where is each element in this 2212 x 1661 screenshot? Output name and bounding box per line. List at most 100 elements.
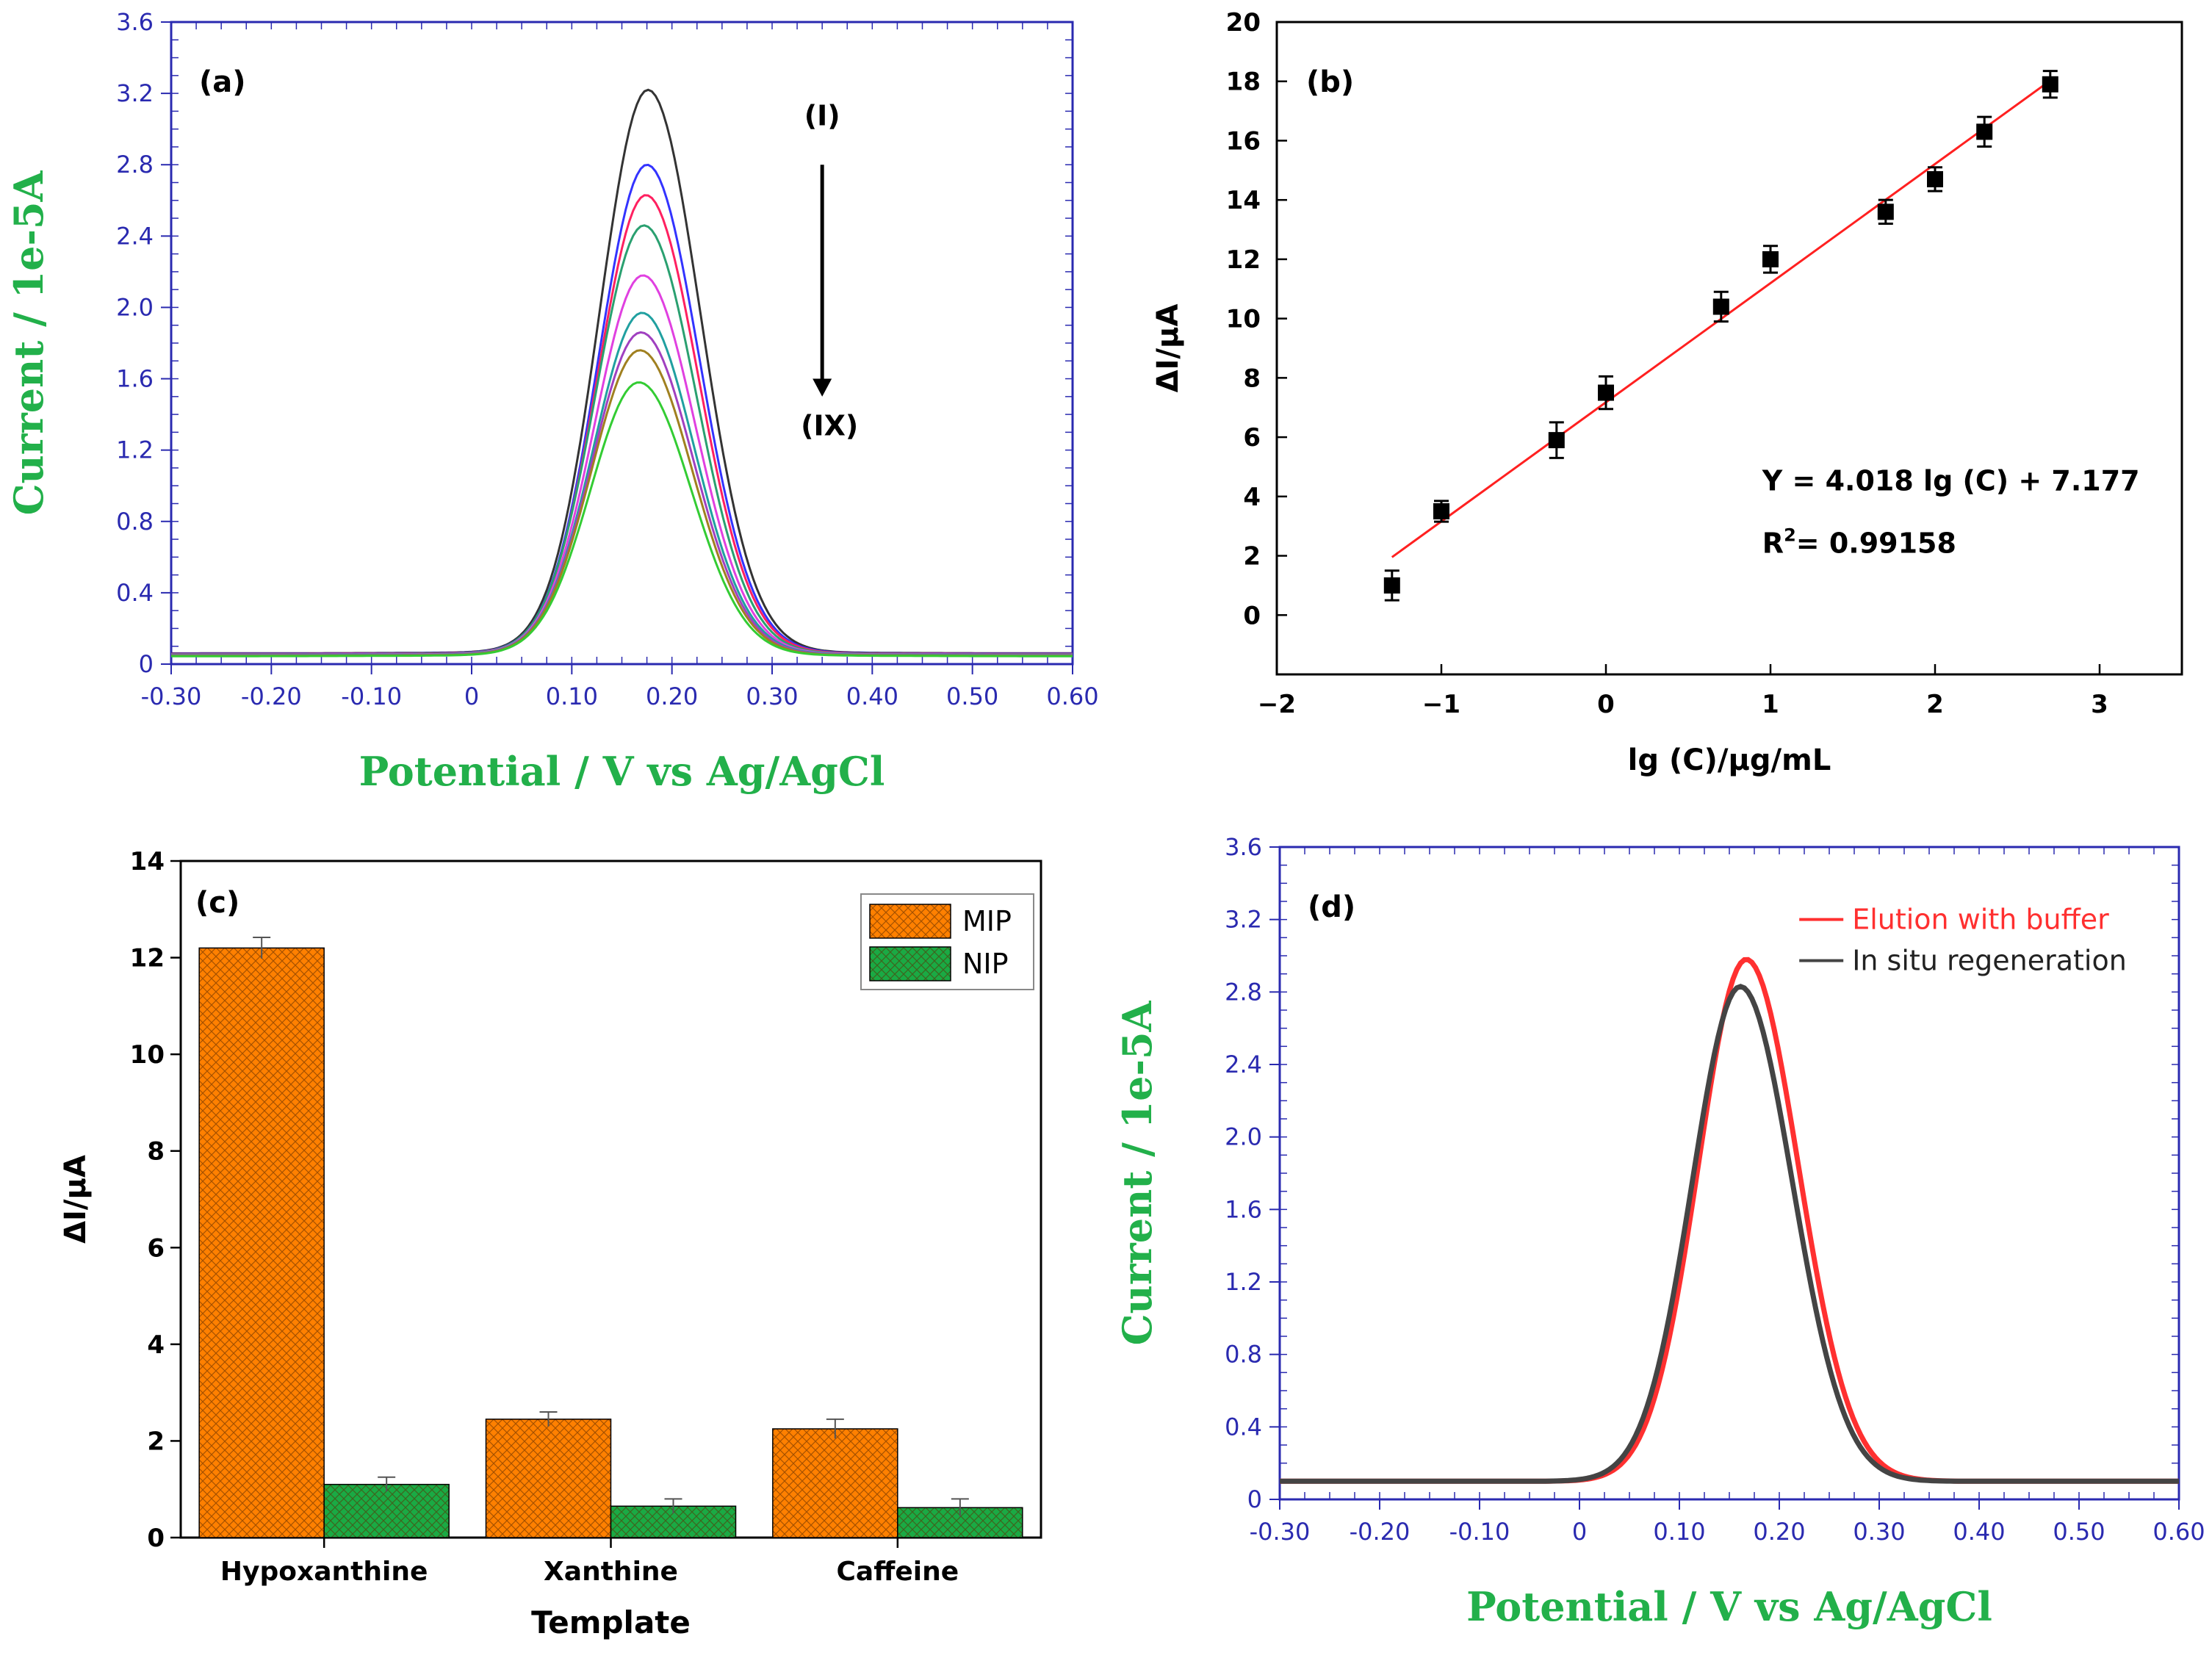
- y-tick-label: 2: [1243, 542, 1261, 572]
- x-tick-label: 0.60: [1046, 682, 1098, 710]
- x-tick-label: 0.30: [746, 682, 798, 710]
- legend-swatch-nip: [869, 946, 951, 981]
- annotation-top: (I): [804, 100, 840, 132]
- series-line-ii: [171, 163, 1073, 655]
- series-line-vii: [171, 331, 1073, 657]
- x-tick-label: 0.40: [846, 682, 898, 710]
- y-tick-label: 12: [1226, 245, 1261, 275]
- r2-prefix: R: [1762, 527, 1784, 560]
- y-tick-label: 0: [147, 1524, 165, 1553]
- y-tick-label: 20: [1226, 8, 1261, 37]
- y-tick-label: 10: [1226, 305, 1261, 334]
- data-point: [1598, 384, 1614, 401]
- series-line-viii: [171, 349, 1073, 657]
- x-tick-label: -0.30: [1250, 1518, 1311, 1546]
- y-tick-label: 2: [147, 1427, 165, 1456]
- y-tick-label: 0: [1247, 1485, 1262, 1513]
- series-line-vi: [171, 311, 1073, 657]
- x-tick-label: 0.50: [946, 682, 998, 710]
- y-axis-title: ΔI/μA: [59, 1155, 93, 1244]
- y-axis-title: ΔI/μA: [1151, 304, 1185, 393]
- panel-a: -0.30 -0.20 -0.10 0 0.10 0.20 0.30 0.40 0.50 0.60…: [5, 8, 1099, 795]
- x-tick-label: 0.10: [546, 682, 598, 710]
- y-tick-label: 14: [1226, 186, 1261, 215]
- x-tick-label: 1: [1762, 690, 1779, 719]
- y-axis-title: Current / 1e-5A: [1114, 1000, 1161, 1345]
- legend-label-2: In situ regeneration: [1852, 945, 2127, 977]
- y-tick-label: 6: [1243, 423, 1261, 453]
- legend-label-mip: MIP: [962, 905, 1012, 937]
- x-tick-label: 0.40: [1953, 1518, 2005, 1546]
- panel-c: 0 2 4 6 8 10 12 14 Hypoxanthine Xanthine Caffeine T…: [59, 847, 1042, 1640]
- y-tick-label: 8: [1243, 364, 1261, 393]
- y-tick-label: 1.6: [116, 365, 154, 393]
- legend-swatch-mip: [869, 904, 951, 939]
- x-tick-label: Caffeine: [836, 1557, 959, 1587]
- data-point: [2042, 76, 2058, 93]
- x-axis-title: Potential / V vs Ag/AgCl: [1466, 1583, 1992, 1630]
- x-tick-label: −2: [1258, 690, 1296, 719]
- series-line-in-situ-regeneration: [1280, 984, 2179, 1484]
- x-tick-label: −1: [1422, 690, 1460, 719]
- y-tick-label: 8: [147, 1137, 165, 1167]
- data-point: [1877, 203, 1894, 220]
- x-tick-label: 0.60: [2152, 1518, 2205, 1546]
- y-tick-label: 4: [147, 1330, 165, 1360]
- x-tick-label: 0.50: [2053, 1518, 2105, 1546]
- x-tick-label: -0.20: [241, 682, 302, 710]
- x-tick-label: 0: [464, 682, 479, 710]
- panel-d: -0.30 -0.20 -0.10 0 0.10 0.20 0.30 0.40 0.50 0.60…: [1114, 833, 2205, 1630]
- y-tick-label: 2.4: [116, 222, 154, 250]
- y-tick-label: 6: [147, 1233, 165, 1263]
- data-point: [1712, 298, 1729, 315]
- y-tick-label: 2.4: [1225, 1051, 1262, 1078]
- panel-label: (d): [1308, 890, 1355, 924]
- panel-label: (a): [199, 65, 246, 99]
- x-tick-label: 0.20: [646, 682, 698, 710]
- legend-label-nip: NIP: [962, 948, 1009, 980]
- x-tick-label: -0.10: [1449, 1518, 1510, 1546]
- series-line-ix: [171, 381, 1073, 657]
- y-tick-label: 1.2: [116, 436, 154, 464]
- y-tick-label: 2.8: [116, 151, 154, 179]
- x-tick-label: 0: [1597, 690, 1615, 719]
- annotation-bottom: (IX): [801, 409, 858, 442]
- x-axis-title: Potential / V vs Ag/AgCl: [359, 748, 885, 795]
- y-tick-label: 0.4: [116, 579, 154, 607]
- y-tick-label: 0: [1243, 601, 1261, 630]
- y-tick-label: 3.2: [1225, 906, 1262, 934]
- y-tick-label: 2.0: [1225, 1123, 1262, 1151]
- x-tick-label: Hypoxanthine: [220, 1557, 428, 1587]
- bar-mip-hypoxanthine: [198, 947, 325, 1538]
- x-tick-label: -0.10: [341, 682, 402, 710]
- y-tick-label: 4: [1243, 483, 1261, 512]
- y-tick-label: 1.2: [1225, 1268, 1262, 1296]
- x-tick-label: 2: [1926, 690, 1944, 719]
- bar-nip-caffeine: [897, 1507, 1023, 1538]
- y-axis-title: Current / 1e-5A: [5, 170, 52, 515]
- x-tick-label: Xanthine: [544, 1557, 678, 1587]
- x-axis-title: Template: [531, 1604, 691, 1640]
- data-point: [1762, 251, 1779, 267]
- bar-nip-hypoxanthine: [323, 1483, 450, 1538]
- x-tick-label: -0.30: [141, 682, 202, 710]
- bar-nip-xanthine: [610, 1505, 737, 1538]
- y-tick-label: 14: [130, 847, 165, 876]
- y-tick-label: 16: [1226, 126, 1261, 156]
- y-tick-label: 10: [130, 1040, 165, 1070]
- y-tick-label: 0.8: [116, 508, 154, 536]
- y-tick-label: 12: [130, 944, 165, 973]
- data-point: [1976, 123, 1993, 140]
- y-tick-label: 0.4: [1225, 1413, 1262, 1441]
- y-tick-label: 3.6: [1225, 833, 1262, 861]
- r2-text: R2= 0.99158: [1762, 525, 1956, 560]
- y-tick-label: 2.8: [1225, 978, 1262, 1006]
- legend-label-1: Elution with buffer: [1852, 904, 2109, 936]
- x-axis-title: lg (C)/μg/mL: [1628, 743, 1831, 777]
- series-line-iv: [171, 224, 1073, 656]
- y-tick-label: 0: [139, 650, 154, 678]
- data-point: [1548, 432, 1565, 449]
- bar-mip-xanthine: [485, 1419, 612, 1538]
- x-tick-label: -0.20: [1350, 1518, 1411, 1546]
